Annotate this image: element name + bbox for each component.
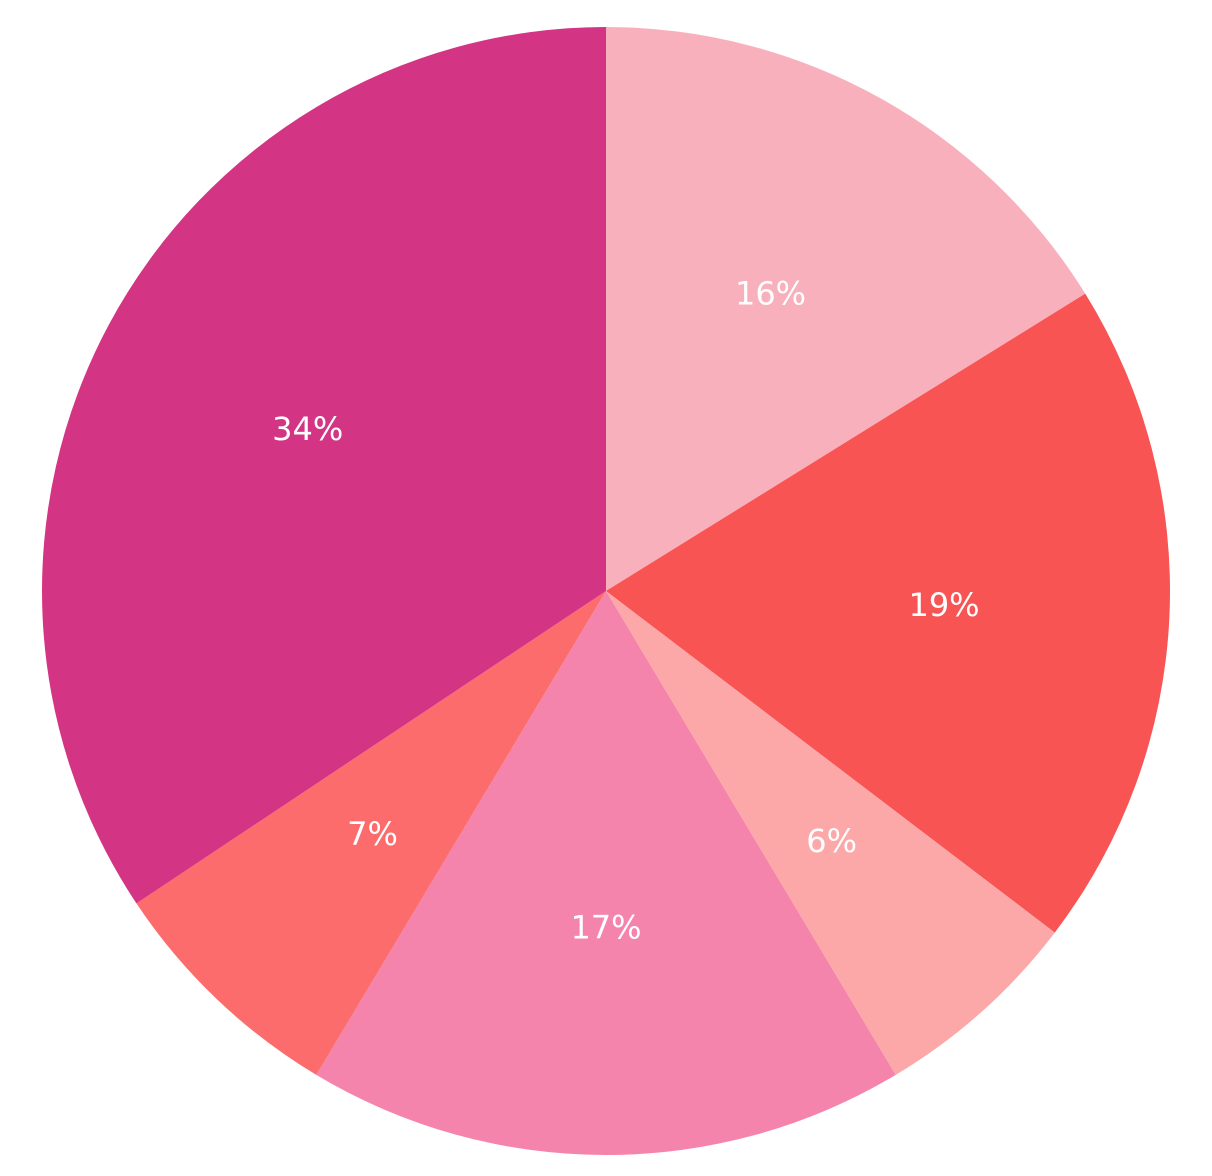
pie-labels: 16% 19% 6% 17% 7% 34% <box>272 274 979 946</box>
pie-slice-5 <box>136 591 606 1075</box>
pie-slice-label-4: 17% <box>570 908 641 946</box>
pie-slice-4 <box>316 591 896 1155</box>
pie-slice-2 <box>606 293 1170 933</box>
pie-slice-label-2: 19% <box>908 586 979 624</box>
pie-slice-label-6: 34% <box>272 410 343 448</box>
pie-slice-3 <box>606 591 1055 1075</box>
pie-slice-6 <box>42 27 606 904</box>
pie-slices <box>42 27 1170 1155</box>
pie-slice-label-5: 7% <box>347 815 398 853</box>
pie-slice-label-3: 6% <box>806 822 857 860</box>
pie-slice-1 <box>606 27 1086 591</box>
pie-slice-label-1: 16% <box>735 274 806 312</box>
